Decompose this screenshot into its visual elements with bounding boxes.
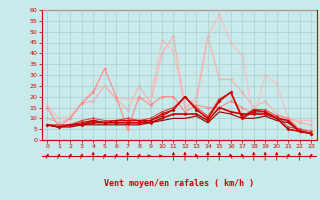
Text: Vent moyen/en rafales ( km/h ): Vent moyen/en rafales ( km/h ) (104, 180, 254, 188)
